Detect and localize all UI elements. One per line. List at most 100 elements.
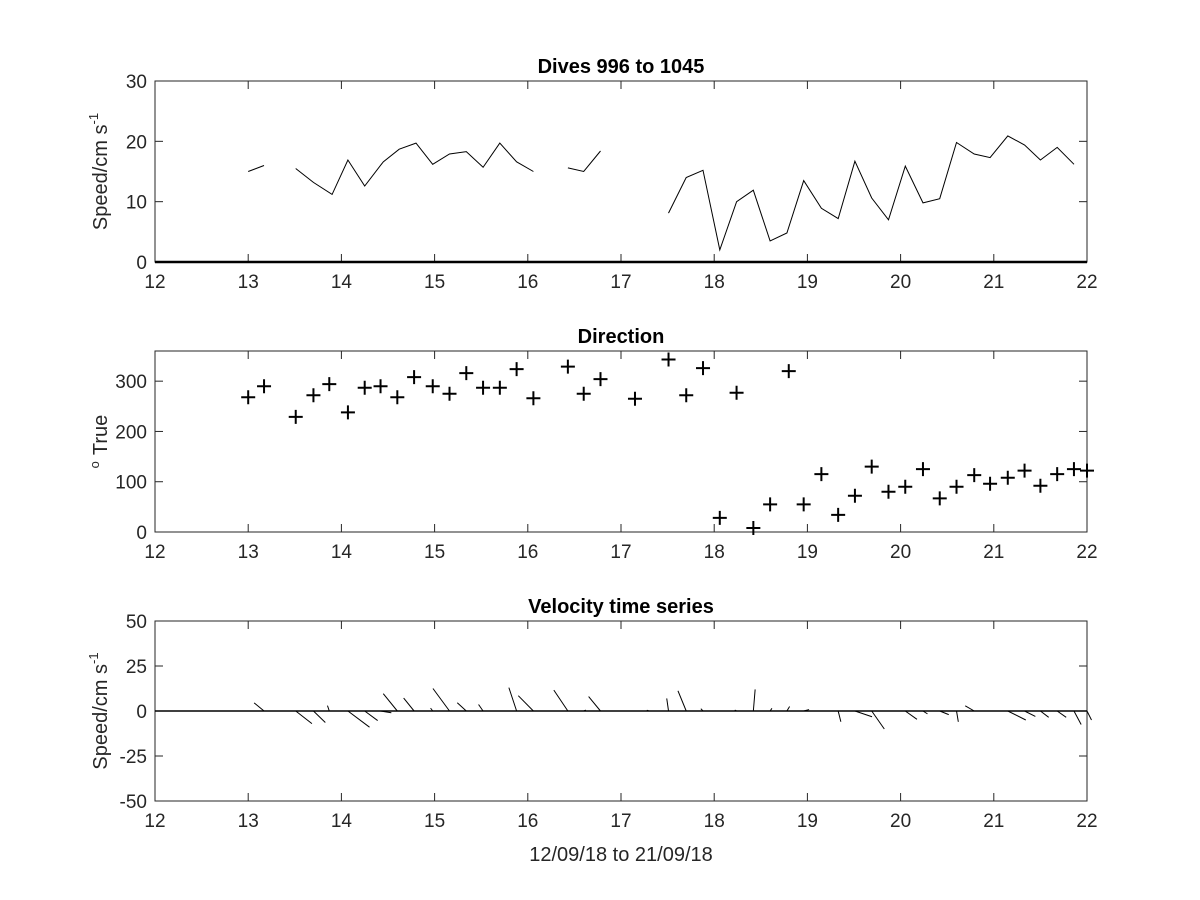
velocity-stick: [430, 707, 434, 712]
velocity-stick: [583, 709, 587, 712]
direction-point: [1050, 467, 1065, 482]
x-tick-label: 12: [144, 272, 165, 293]
x-tick-label: 20: [890, 542, 911, 563]
y-tick-label: 25: [126, 657, 147, 678]
direction-panel: 12 13 14 15 16 17 18 19 20 21 22 0 100 200 300 Directio…: [87, 326, 1098, 563]
y-axis-label-sup: -1: [86, 652, 101, 664]
speed-panel: 12 13 14 15 16 17 18 19 20 21 22 0 10 20 30 Dives 996 t…: [86, 56, 1098, 293]
velocity-stick: [964, 705, 975, 712]
velocity-stick: [956, 710, 959, 722]
x-tick-label: 15: [424, 272, 445, 293]
y-axis-label: Speed/cm s-1: [86, 113, 112, 230]
velocity-stick: [313, 710, 326, 723]
velocity-stick: [700, 708, 704, 712]
direction-point: [373, 379, 388, 394]
velocity-stick: [432, 688, 450, 712]
x-tick-label: 19: [797, 542, 818, 563]
speed-line-segment: [668, 135, 1075, 252]
direction-point: [1066, 462, 1081, 477]
speed-line-segment: [567, 150, 601, 173]
velocity-stick: [1073, 710, 1082, 725]
y-tick-label: 0: [136, 253, 147, 274]
x-tick-label: 22: [1076, 272, 1097, 293]
velocity-stick: [752, 689, 756, 712]
y-tick-label: -25: [120, 747, 147, 768]
x-tick-label: 13: [238, 542, 259, 563]
x-tick-label: 12: [144, 542, 165, 563]
direction-point: [661, 352, 676, 367]
y-tick-label: -50: [120, 792, 147, 813]
direction-point: [1017, 463, 1032, 478]
x-tick-label: 16: [517, 542, 538, 563]
direction-point: [696, 361, 711, 376]
velocity-stick: [803, 709, 810, 712]
direction-point: [593, 372, 608, 387]
velocity-stick: [347, 710, 370, 728]
velocity-stick: [1056, 710, 1067, 718]
speed-line-segment: [295, 142, 534, 196]
direction-point: [729, 385, 744, 400]
x-tick-label: 17: [610, 272, 631, 293]
velocity-stick: [871, 710, 885, 730]
direction-point: [390, 390, 405, 405]
velocity-stick: [588, 696, 601, 712]
direction-point: [1080, 463, 1094, 478]
chart-title: Direction: [578, 326, 665, 348]
velocity-stick: [517, 695, 534, 712]
direction-point: [1000, 470, 1015, 485]
velocity-stick: [478, 704, 484, 712]
chart-title: Velocity time series: [528, 596, 714, 618]
direction-point: [288, 409, 303, 424]
x-tick-label: 20: [890, 272, 911, 293]
velocity-stick: [769, 708, 773, 712]
direction-point: [864, 459, 879, 474]
velocity-stick: [666, 698, 670, 712]
direction-point: [967, 468, 982, 483]
x-tick-label: 16: [517, 811, 538, 832]
velocity-stick: [295, 710, 313, 724]
x-tick-label: 20: [890, 811, 911, 832]
direction-point: [492, 380, 507, 395]
direction-point: [576, 386, 591, 401]
x-tick-label: 22: [1076, 811, 1097, 832]
axes-box: [154, 80, 1088, 263]
direction-point: [915, 462, 930, 477]
velocity-stick: [1007, 710, 1027, 721]
velocity-stick: [786, 706, 791, 712]
x-tick-label: 19: [797, 272, 818, 293]
velocity-stick: [327, 705, 330, 712]
direction-point: [1033, 478, 1048, 493]
direction-point: [781, 364, 796, 379]
x-tick-label: 18: [704, 272, 725, 293]
y-tick-label: 0: [136, 702, 147, 723]
x-tick-label: 21: [983, 272, 1004, 293]
direction-point: [932, 491, 947, 506]
y-tick-label: 10: [126, 193, 147, 214]
x-tick-label: 15: [424, 811, 445, 832]
direction-point: [241, 390, 256, 405]
y-axis-label: Speed/cm s-1: [86, 652, 112, 769]
direction-point: [712, 510, 727, 525]
velocity-stick: [403, 697, 415, 712]
direction-point: [407, 370, 422, 385]
direction-point: [814, 467, 829, 482]
x-tick-label: 19: [797, 811, 818, 832]
direction-point: [257, 379, 272, 394]
velocity-stick: [364, 710, 378, 721]
direction-point: [796, 497, 811, 512]
direction-point: [627, 391, 642, 406]
x-tick-label: 12: [144, 811, 165, 832]
direction-point: [322, 377, 337, 392]
y-axis-label-prefix-sup: o: [87, 461, 102, 468]
x-tick-label: 22: [1076, 542, 1097, 563]
x-tick-label: 14: [331, 811, 353, 832]
direction-point: [425, 379, 440, 394]
velocity-stick: [646, 709, 650, 712]
direction-point: [881, 484, 896, 499]
velocity-panel: 12 13 14 15 16 17 18 19 20 21 22 -50 -25 0 25 50 Velocit…: [86, 596, 1098, 866]
direction-point: [509, 362, 524, 377]
x-tick-label: 13: [238, 272, 259, 293]
direction-point: [442, 386, 457, 401]
direction-point: [476, 380, 491, 395]
